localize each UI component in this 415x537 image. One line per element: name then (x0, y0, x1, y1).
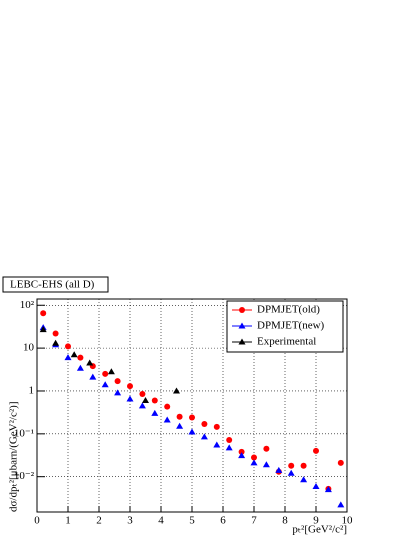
marker (39, 326, 47, 333)
marker (324, 486, 332, 493)
marker (263, 445, 270, 452)
marker (86, 359, 94, 366)
legend-marker (238, 322, 246, 329)
x-tick-label: 5 (189, 515, 195, 527)
marker (102, 370, 109, 377)
marker (107, 368, 115, 375)
title-box (2, 276, 109, 293)
marker (312, 483, 320, 490)
x-tick-label: 7 (251, 515, 257, 527)
marker (65, 343, 71, 350)
marker (101, 381, 109, 388)
x-tick-label: 9 (313, 515, 319, 527)
marker (52, 330, 59, 337)
x-axis-label: pₜ²[GeV²/c²] (292, 524, 347, 536)
marker (64, 354, 72, 361)
marker (251, 454, 257, 461)
marker (139, 391, 146, 398)
y-tick-label: 1 (29, 385, 35, 397)
marker (213, 441, 221, 448)
marker (238, 448, 245, 455)
y-tick-label: 10⁻² (14, 470, 35, 482)
marker (163, 416, 171, 423)
marker (126, 395, 134, 402)
x-tick-label: 3 (127, 515, 133, 527)
marker (176, 422, 184, 429)
marker (300, 462, 307, 469)
marker (200, 433, 208, 440)
marker (250, 459, 258, 466)
y-tick-label: 10 (23, 342, 35, 354)
marker (225, 444, 233, 451)
marker (40, 310, 47, 317)
marker (189, 414, 195, 421)
marker (77, 354, 84, 361)
marker (114, 378, 121, 385)
marker (138, 402, 146, 409)
marker (238, 452, 246, 459)
marker (89, 373, 97, 380)
x-tick-label: 6 (220, 515, 226, 527)
legend-marker (238, 338, 246, 345)
marker (300, 476, 308, 483)
marker (288, 462, 295, 469)
marker (213, 423, 220, 430)
legend-marker (239, 307, 245, 313)
legend-label: DPMJET(old) (257, 304, 320, 316)
x-tick-label: 0 (34, 515, 40, 527)
marker (70, 351, 78, 358)
y-tick-label: 10⁻¹ (14, 427, 34, 439)
x-tick-label: 1 (65, 515, 71, 527)
marker (127, 383, 133, 390)
marker (173, 387, 180, 394)
marker (164, 403, 171, 410)
x-tick-label: 4 (158, 515, 164, 527)
marker (275, 466, 283, 473)
marker (287, 469, 295, 476)
y-axis-label: dσ/dpₜ²[μbarn/(GeV²/c²)] (8, 402, 20, 512)
marker (76, 364, 84, 371)
marker (226, 436, 233, 443)
chart-title: LEBC-EHS (all D) (10, 279, 95, 291)
x-tick-label: 8 (282, 515, 288, 527)
marker (142, 396, 149, 403)
marker (337, 459, 344, 466)
marker (151, 409, 159, 416)
marker (201, 420, 208, 427)
x-tick-label: 10 (342, 515, 354, 527)
marker (188, 428, 196, 435)
x-tick-label: 2 (96, 515, 102, 527)
marker (337, 501, 345, 508)
marker (313, 447, 319, 454)
marker (262, 461, 270, 468)
y-tick-label: 10² (20, 299, 35, 311)
legend-label: DPMJET(new) (257, 320, 325, 332)
marker (176, 413, 183, 420)
legend-label: Experimental (257, 336, 316, 348)
marker (151, 397, 158, 404)
marker (52, 339, 60, 346)
marker (114, 389, 122, 396)
